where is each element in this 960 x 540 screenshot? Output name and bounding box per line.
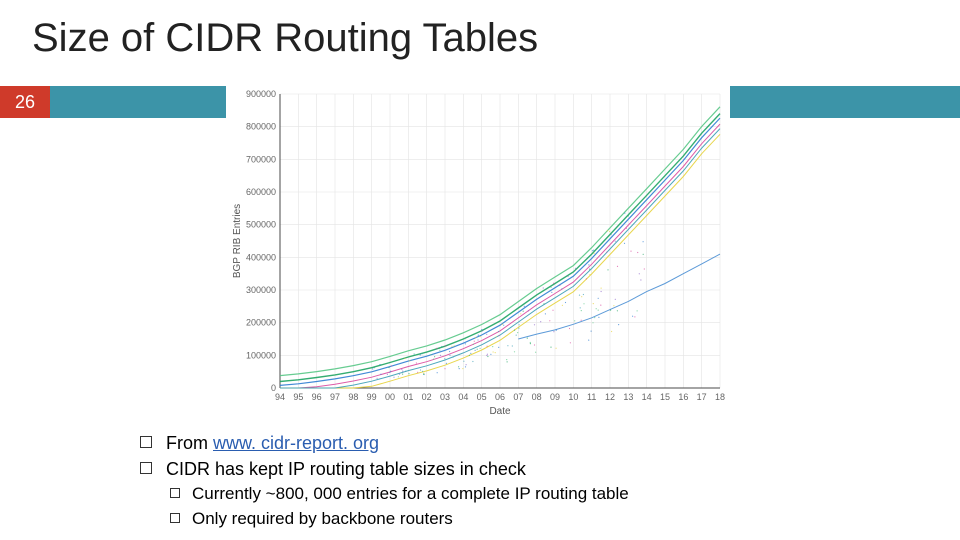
svg-text:BGP RIB Entries: BGP RIB Entries [232,204,243,278]
svg-text:99: 99 [367,392,377,402]
svg-text:200000: 200000 [246,318,276,328]
svg-text:96: 96 [312,392,322,402]
svg-text:900000: 900000 [246,89,276,99]
bullet-box-icon [170,513,180,523]
bullet-list: From www. cidr-report. org CIDR has kept… [140,430,629,531]
cidr-report-link[interactable]: www. cidr-report. org [213,433,379,453]
svg-text:400000: 400000 [246,252,276,262]
bullet-1-pre: From [166,433,213,453]
svg-text:11: 11 [587,392,596,402]
svg-text:98: 98 [348,392,358,402]
svg-text:13: 13 [623,392,633,402]
svg-text:16: 16 [678,392,688,402]
slide: Size of CIDR Routing Tables 26 010000020… [0,0,960,540]
sub-bullet-1-text: Currently ~800, 000 entries for a comple… [192,482,629,507]
svg-text:300000: 300000 [246,285,276,295]
svg-text:18: 18 [715,392,725,402]
sub-bullet-2-text: Only required by backbone routers [192,507,453,532]
bullet-box-icon [140,462,152,474]
svg-text:02: 02 [422,392,432,402]
slide-title: Size of CIDR Routing Tables [32,16,538,61]
bullet-box-icon [140,436,152,448]
svg-text:Date: Date [489,406,511,417]
svg-text:05: 05 [477,392,487,402]
sub-bullet-1: Currently ~800, 000 entries for a comple… [170,482,629,507]
svg-text:500000: 500000 [246,220,276,230]
svg-text:12: 12 [605,392,615,402]
svg-text:07: 07 [513,392,523,402]
slide-number: 26 [0,86,50,118]
svg-text:00: 00 [385,392,395,402]
sub-bullet-2: Only required by backbone routers [170,507,629,532]
svg-text:17: 17 [697,392,707,402]
svg-text:04: 04 [458,392,468,402]
bullet-1: From www. cidr-report. org [140,430,629,456]
svg-text:10: 10 [568,392,578,402]
chart: 0100000200000300000400000500000600000700… [226,86,730,418]
bullet-1-text: From www. cidr-report. org [166,430,379,456]
bullet-2-text: CIDR has kept IP routing table sizes in … [166,456,526,482]
svg-text:95: 95 [293,392,303,402]
svg-text:01: 01 [403,392,413,402]
bullet-2: CIDR has kept IP routing table sizes in … [140,456,629,482]
svg-text:100000: 100000 [246,350,276,360]
line-chart-svg: 0100000200000300000400000500000600000700… [226,86,730,418]
svg-text:03: 03 [440,392,450,402]
bullet-box-icon [170,488,180,498]
svg-text:14: 14 [642,392,652,402]
svg-text:600000: 600000 [246,187,276,197]
svg-text:09: 09 [550,392,560,402]
svg-text:97: 97 [330,392,340,402]
svg-text:700000: 700000 [246,154,276,164]
svg-text:800000: 800000 [246,122,276,132]
svg-text:06: 06 [495,392,505,402]
svg-text:08: 08 [532,392,542,402]
svg-text:94: 94 [275,392,285,402]
svg-text:15: 15 [660,392,670,402]
